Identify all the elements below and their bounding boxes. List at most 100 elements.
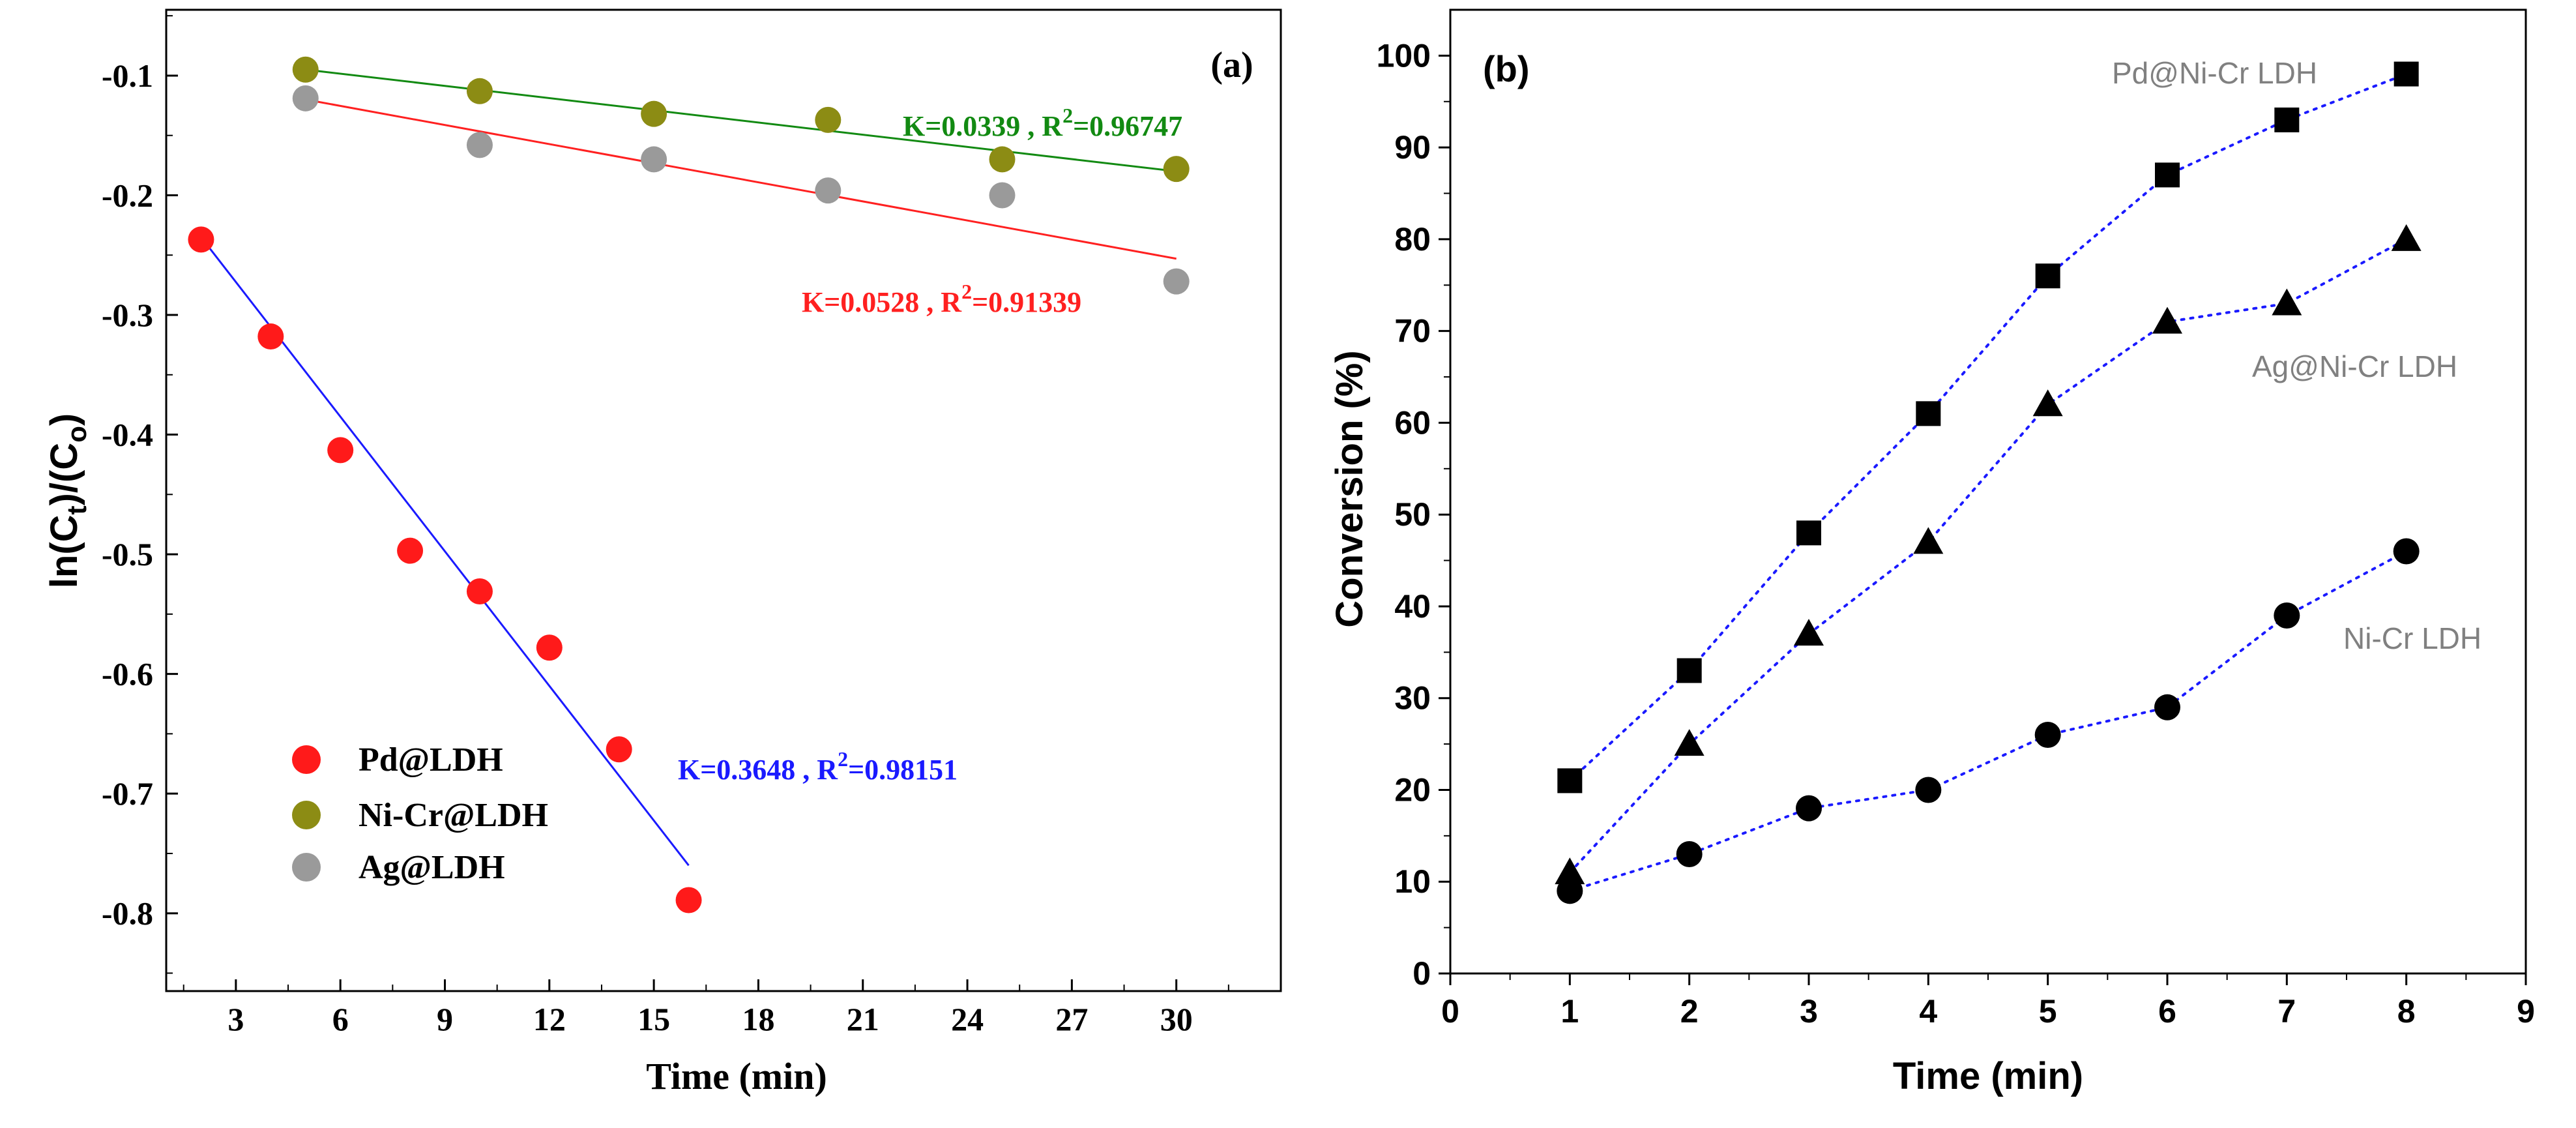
panel-b-data-points (1555, 61, 2422, 904)
legend-marker-pd (292, 745, 321, 774)
data-point-pd-ldh (606, 736, 632, 763)
x-tick-label: 6 (2158, 993, 2176, 1030)
y-tick-label: 0 (1412, 955, 1431, 992)
x-tick-label: 24 (951, 1001, 984, 1037)
x-tick-label: 18 (742, 1001, 774, 1037)
data-point-pd-ni-cr-ldh (2035, 263, 2060, 289)
data-point-pd-ldh (466, 578, 493, 604)
series-label-ag-nicr: Ag@Ni-Cr LDH (2252, 349, 2457, 383)
data-point-ni-cr-ldh (1796, 795, 1822, 822)
data-point-ni-cr-ldh (641, 100, 667, 127)
data-point-ni-cr-ldh (2034, 722, 2061, 749)
y-tick-label: -0.8 (102, 895, 153, 932)
y-tick-label: 50 (1394, 496, 1431, 533)
data-point-pd-ni-cr-ldh (2393, 61, 2419, 87)
panel-a-frame (165, 8, 1282, 992)
data-point-ag-ni-cr-ldh (1913, 527, 1944, 554)
data-point-ag-ldh (1163, 268, 1190, 295)
panel-a-data-points (188, 56, 1190, 913)
x-tick-label: 7 (2277, 993, 2296, 1030)
data-point-pd-ldh (675, 887, 702, 913)
x-tick-label: 0 (1441, 993, 1459, 1030)
legend-label-pd: Pd@LDH (359, 741, 503, 779)
y-tick-label: 40 (1394, 588, 1431, 625)
data-point-ag-ni-cr-ldh (1674, 729, 1705, 756)
data-point-ag-ni-cr-ldh (1555, 857, 1585, 885)
y-tick-label: 60 (1394, 404, 1431, 441)
x-tick-label: 2 (1680, 993, 1699, 1030)
data-point-pd-ni-cr-ldh (1557, 768, 1583, 794)
y-tick-label: -0.1 (102, 57, 153, 94)
legend-marker-ag (292, 853, 321, 882)
y-tick-label: 90 (1394, 129, 1431, 166)
x-tick-label: 9 (2517, 993, 2535, 1030)
data-point-pd-ldh (327, 437, 354, 464)
y-tick-label: 100 (1377, 37, 1431, 74)
data-point-pd-ni-cr-ldh (1916, 401, 1941, 426)
data-point-ni-cr-ldh (1676, 841, 1703, 868)
dotted-line-ni-cr-ldh (1568, 550, 2408, 893)
panel-b-dotted-lines (1568, 72, 2408, 893)
legend-marker-nicr (292, 801, 321, 829)
y-tick-label: -0.3 (102, 297, 153, 333)
data-point-ni-cr-ldh (2393, 538, 2420, 565)
dotted-line-pd-ni-cr-ldh (1568, 72, 2408, 782)
annotation-ag-fit: K=0.0528 , R2=0.91339 (802, 280, 1081, 318)
x-tick-label: 8 (2397, 993, 2416, 1030)
x-tick-label: 4 (1919, 993, 1937, 1030)
legend: Pd@LDH Ni-Cr@LDH Ag@LDH (292, 741, 548, 886)
y-tick-label: -0.4 (102, 417, 153, 453)
panel-a-y-axis-title: ln(Ct)/(Co) (43, 413, 92, 588)
data-point-pd-ni-cr-ldh (1796, 520, 1821, 546)
y-tick-label: 80 (1394, 221, 1431, 258)
y-tick-label: -0.7 (102, 775, 153, 812)
panel-b-frame (1449, 8, 2527, 975)
x-tick-label: 21 (847, 1001, 879, 1037)
y-tick-label: -0.6 (102, 656, 153, 692)
panel-a-label: (a) (1210, 45, 1253, 85)
x-tick-label: 30 (1160, 1001, 1193, 1037)
x-tick-label: 3 (227, 1001, 244, 1037)
fit-line-ni-cr-ldh (305, 68, 1177, 173)
x-tick-label: 15 (637, 1001, 670, 1037)
x-tick-label: 6 (332, 1001, 349, 1037)
data-point-ni-cr-ldh (2154, 694, 2180, 720)
panel-b-label: (b) (1483, 48, 1530, 89)
x-tick-label: 27 (1055, 1001, 1088, 1037)
data-point-ag-ni-cr-ldh (2152, 306, 2182, 334)
x-tick-label: 12 (533, 1001, 566, 1037)
fit-line-ag-ldh (305, 98, 1177, 260)
panel-a-fit-lines (200, 68, 1177, 867)
legend-label-ag: Ag@LDH (359, 849, 505, 886)
data-point-pd-ldh (397, 537, 424, 564)
panel-b-x-axis-title: Time (min) (1893, 1055, 2083, 1097)
dotted-line-ag-ni-cr-ldh (1568, 237, 2408, 874)
data-point-ag-ni-cr-ldh (2391, 224, 2422, 251)
x-tick-label: 3 (1800, 993, 1818, 1030)
y-tick-label: 70 (1394, 313, 1431, 349)
y-tick-label: 20 (1394, 771, 1431, 808)
data-point-ag-ldh (815, 177, 842, 204)
panel-a-x-axis-title: Time (min) (646, 1055, 827, 1097)
data-point-ag-ni-cr-ldh (2272, 288, 2302, 316)
panel-a: 3 6 9 12 15 18 21 24 27 30 -0.8 -0.7 -0.6 -0.5 -0.4 -0.… (43, 8, 1282, 1097)
x-tick-label: 1 (1560, 993, 1579, 1030)
x-tick-label: 9 (437, 1001, 453, 1037)
series-label-pd-nicr: Pd@Ni-Cr LDH (2112, 56, 2317, 90)
data-point-ag-ldh (466, 132, 493, 158)
data-point-ag-ni-cr-ldh (2032, 389, 2063, 417)
data-point-ag-ldh (989, 182, 1016, 209)
y-tick-label: -0.2 (102, 177, 153, 213)
data-point-pd-ni-cr-ldh (2274, 107, 2300, 132)
annotation-pd-fit: K=0.3648 , R2=0.98151 (678, 747, 958, 786)
data-point-pd-ldh (257, 323, 284, 350)
series-label-nicr: Ni-Cr LDH (2343, 621, 2481, 655)
data-point-pd-ldh (188, 226, 214, 253)
y-tick-label: -0.5 (102, 536, 153, 572)
y-tick-label: 30 (1394, 680, 1431, 717)
data-point-ag-ni-cr-ldh (1794, 619, 1824, 646)
data-point-ag-ldh (292, 85, 319, 111)
annotation-nicr-fit: K=0.0339 , R2=0.96747 (903, 104, 1182, 142)
